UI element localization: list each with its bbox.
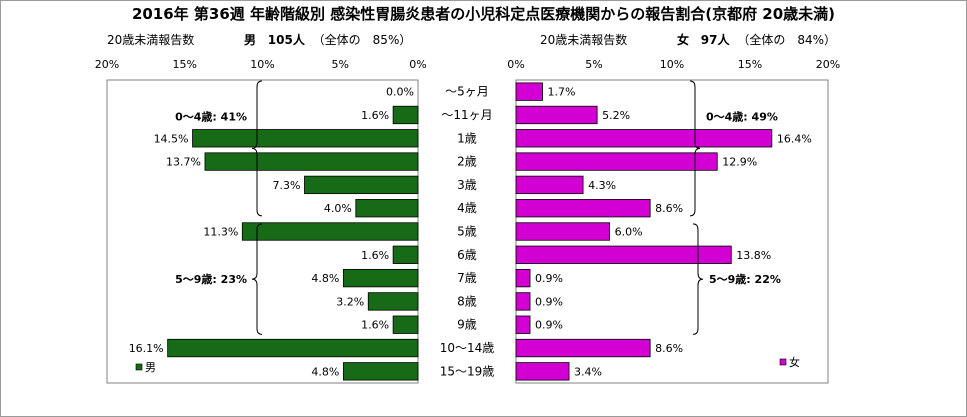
age-category-label: 2歳 (457, 155, 477, 169)
female-bar (515, 338, 651, 358)
male-value-label: 1.6% (361, 109, 389, 122)
male-value-label: 1.6% (361, 319, 389, 332)
female-bar (515, 105, 598, 125)
male-value-label: 13.7% (166, 156, 201, 169)
male-legend-swatch (135, 363, 143, 371)
age-category-label: 8歳 (457, 294, 477, 308)
age-category-label: 5歳 (457, 225, 477, 239)
male-value-label: 14.5% (154, 132, 189, 145)
left-x-tick-label: 15% (173, 58, 197, 71)
left-count: 105人 (267, 33, 305, 47)
female-bar (515, 268, 531, 288)
male-value-label: 3.2% (336, 295, 364, 308)
female-value-label: 8.6% (655, 202, 683, 215)
left-panel-header: 20歳未満報告数 男 105人 （全体の 85%） (107, 31, 411, 48)
male-bar (241, 222, 419, 241)
right-x-tick-label: 20% (816, 58, 840, 71)
right-group-brace-5-9 (692, 223, 704, 335)
female-value-label: 0.9% (535, 319, 563, 332)
left-x-tick-label: 5% (332, 58, 349, 71)
female-bar (515, 292, 531, 311)
right-panel-header: 20歳未満報告数 女 97人 （全体の 84%） (540, 31, 836, 48)
left-share: （全体の 85%） (312, 33, 412, 47)
age-category-label: 6歳 (457, 248, 477, 262)
male-bar (167, 338, 419, 358)
left-x-tick-label: 20% (95, 58, 119, 71)
left-sex-label: 男 (243, 33, 256, 47)
female-bar (515, 175, 584, 195)
female-value-label: 0.9% (535, 272, 563, 285)
right-group-label-5-9: 5～9歳: 22% (709, 272, 781, 286)
right-x-tick-label: 15% (738, 58, 762, 71)
right-count: 97人 (700, 33, 730, 47)
age-category-label: ～5ヶ月 (445, 85, 489, 99)
female-value-label: 1.7% (548, 86, 576, 99)
male-value-label: 0.0% (386, 86, 414, 99)
male-bar (342, 268, 419, 288)
left-x-tick-label: 10% (250, 58, 274, 71)
chart-title: 2016年 第36週 年齢階級別 感染性胃腸炎患者の小児科定点医療機関からの報告… (131, 5, 836, 23)
female-bar (515, 82, 543, 101)
male-value-label: 11.3% (203, 226, 238, 239)
left-group-label-0-4: 0～4歳: 41% (175, 109, 247, 123)
male-bar (392, 245, 419, 264)
female-bar (515, 129, 773, 148)
male-bar (192, 129, 419, 148)
female-bar (515, 245, 732, 264)
male-bar (355, 199, 419, 218)
female-legend-swatch (779, 358, 787, 366)
female-value-label: 0.9% (535, 295, 563, 308)
right-share: （全体の 84%） (737, 33, 836, 47)
age-category-label: 3歳 (457, 178, 477, 192)
male-value-label: 4.8% (311, 272, 339, 285)
age-category-label: 9歳 (457, 318, 477, 332)
right-group-label-0-4: 0～4歳: 49% (706, 109, 778, 123)
male-bar (392, 105, 419, 125)
left-subtitle-label: 20歳未満報告数 (107, 33, 195, 47)
male-bar (342, 362, 419, 381)
age-category-label: ～11ヶ月 (441, 108, 492, 122)
male-value-label: 4.0% (324, 202, 352, 215)
male-bar (304, 175, 419, 195)
female-bar (515, 362, 570, 381)
male-value-label: 4.8% (311, 365, 339, 378)
male-value-label: 16.1% (129, 342, 164, 355)
age-category-label: 15～19歳 (440, 364, 495, 378)
female-value-label: 5.2% (602, 109, 630, 122)
female-value-label: 6.0% (615, 226, 643, 239)
age-category-label: 4歳 (457, 201, 477, 215)
male-bar (392, 315, 419, 334)
right-x-tick-label: 0% (507, 58, 524, 71)
male-bar (367, 292, 419, 311)
male-value-label: 7.3% (273, 179, 301, 192)
female-value-label: 8.6% (655, 342, 683, 355)
age-category-label: 10～14歳 (440, 341, 495, 355)
female-value-label: 16.4% (777, 132, 812, 145)
female-value-label: 3.4% (574, 365, 602, 378)
left-group-brace-0-4 (251, 80, 263, 217)
female-value-label: 4.3% (588, 179, 616, 192)
left-x-tick-label: 0% (409, 58, 426, 71)
right-subtitle-label: 20歳未満報告数 (540, 33, 628, 47)
right-x-tick-label: 5% (585, 58, 602, 71)
male-value-label: 1.6% (361, 249, 389, 262)
female-value-label: 13.8% (736, 249, 771, 262)
male-bar (204, 152, 419, 171)
right-x-tick-label: 10% (660, 58, 684, 71)
right-sex-label: 女 (676, 33, 689, 47)
age-category-label: 1歳 (457, 131, 477, 145)
female-bar (515, 222, 610, 241)
female-value-label: 12.9% (722, 156, 757, 169)
right-group-brace-0-4 (689, 80, 701, 217)
age-category-label: 7歳 (457, 271, 477, 285)
female-bar (515, 199, 651, 218)
female-bar (515, 315, 531, 334)
male-legend-label: 男 (145, 361, 156, 374)
left-group-brace-5-9 (251, 223, 263, 335)
female-bar (515, 152, 718, 171)
left-group-label-5-9: 5～9歳: 23% (175, 272, 247, 286)
female-legend-label: 女 (789, 355, 800, 369)
